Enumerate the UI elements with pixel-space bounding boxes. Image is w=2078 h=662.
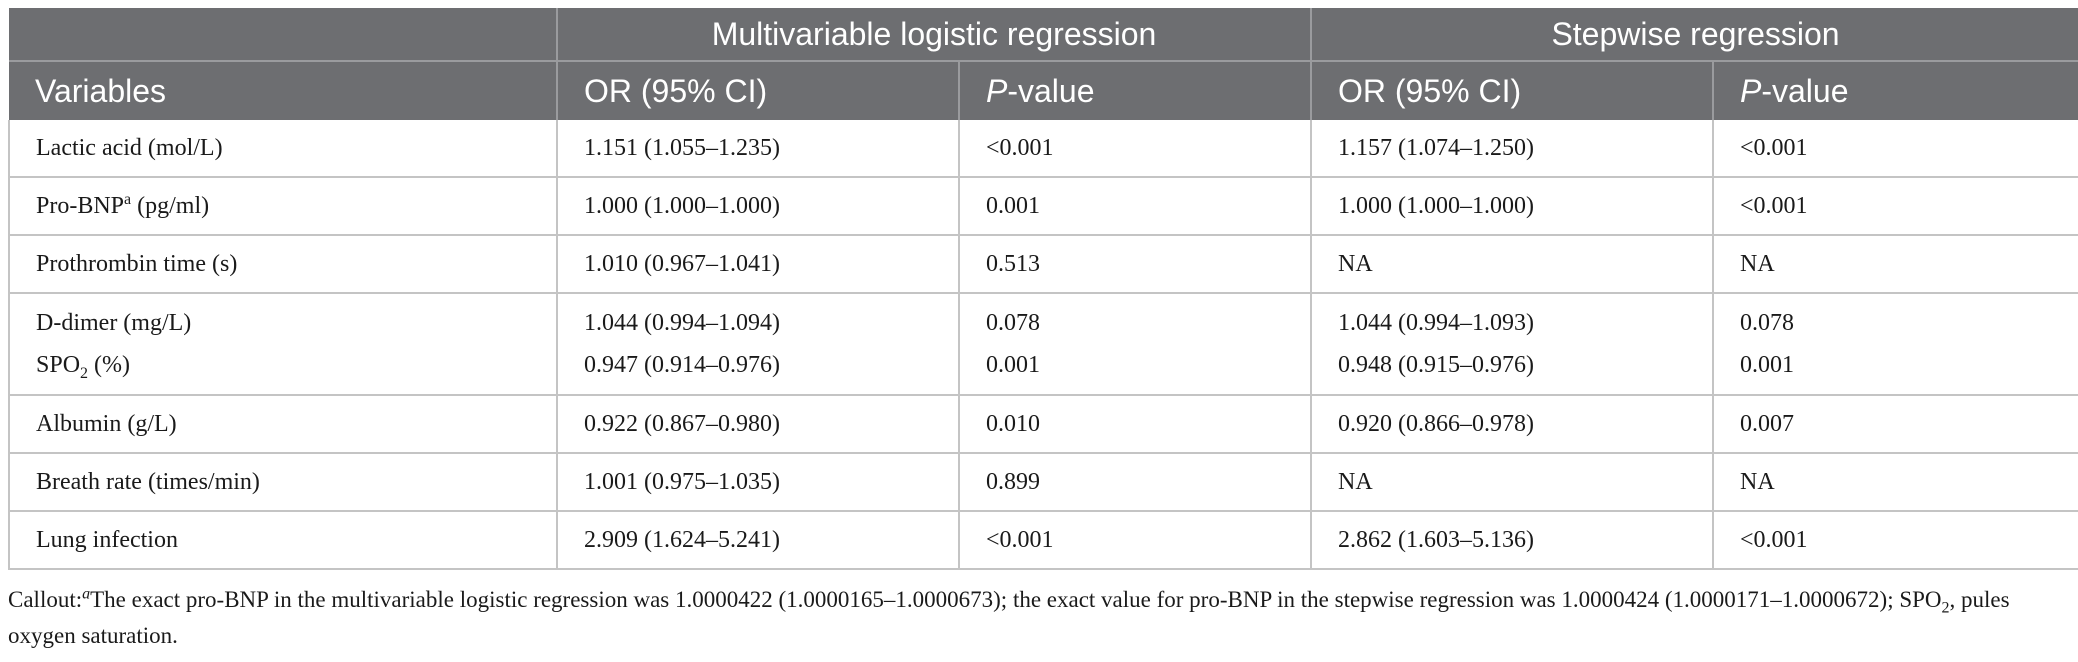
variable-cell: Pro-BNPa (pg/ml) (8, 177, 557, 236)
header-multivariable: Multivariable logistic regression (556, 8, 1311, 62)
m-p-cell: 0.001 (958, 177, 1311, 236)
variable-cell: Lung infection (8, 511, 557, 570)
header-empty-cell (9, 8, 557, 62)
s-or-cell: 1.000 (1.000–1.000) (1310, 177, 1713, 236)
header-variables: Variables (9, 61, 557, 120)
m-p-cell: 0.513 (958, 235, 1311, 294)
m-or-cell: 1.000 (1.000–1.000) (556, 177, 959, 236)
table-row: Prothrombin time (s) 1.010 (0.967–1.041)… (8, 235, 2078, 294)
s-p-cell: NA (1711, 453, 2078, 512)
m-p-cell: 0.078 0.001 (958, 293, 1311, 396)
s-p-cell: 0.007 (1711, 395, 2078, 454)
s-p-cell: <0.001 (1711, 511, 2078, 570)
s-or-cell: 1.157 (1.074–1.250) (1310, 120, 1713, 178)
variable-cell: Lactic acid (mol/L) (8, 120, 557, 178)
header-s-p: P-value (1711, 61, 2078, 120)
variable-cell: Breath rate (times/min) (8, 453, 557, 512)
variable-cell: Albumin (g/L) (8, 395, 557, 454)
s-or-cell: NA (1310, 235, 1713, 294)
header-m-p: P-value (958, 61, 1311, 120)
header-s-or: OR (95% CI) (1310, 61, 1713, 120)
s-or-cell: 0.920 (0.866–0.978) (1310, 395, 1713, 454)
table-row: Pro-BNPa (pg/ml) 1.000 (1.000–1.000) 0.0… (8, 177, 2078, 236)
table-row: Lactic acid (mol/L) 1.151 (1.055–1.235) … (8, 120, 2078, 178)
s-p-cell: <0.001 (1711, 120, 2078, 178)
m-p-cell: 0.010 (958, 395, 1311, 454)
header-column-row: Variables OR (95% CI) P-value OR (95% CI… (9, 61, 2078, 120)
variable-cell: D-dimer (mg/L) SPO2 (%) (8, 293, 557, 396)
m-p-cell: <0.001 (958, 120, 1311, 178)
m-or-cell: 0.922 (0.867–0.980) (556, 395, 959, 454)
m-p-cell: 0.899 (958, 453, 1311, 512)
table-row: Breath rate (times/min) 1.001 (0.975–1.0… (8, 453, 2078, 512)
variable-cell: Prothrombin time (s) (8, 235, 557, 294)
m-p-cell: <0.001 (958, 511, 1311, 570)
table-row: Albumin (g/L) 0.922 (0.867–0.980) 0.010 … (8, 395, 2078, 454)
header-group-row: Multivariable logistic regression Stepwi… (9, 8, 2078, 62)
table-row: D-dimer (mg/L) SPO2 (%) 1.044 (0.994–1.0… (8, 293, 2078, 396)
s-p-cell: NA (1711, 235, 2078, 294)
regression-table-container: Multivariable logistic regression Stepwi… (8, 8, 2078, 654)
s-p-cell: 0.078 0.001 (1711, 293, 2078, 396)
header-m-or: OR (95% CI) (556, 61, 959, 120)
m-or-cell: 1.151 (1.055–1.235) (556, 120, 959, 178)
m-or-cell: 1.010 (0.967–1.041) (556, 235, 959, 294)
m-or-cell: 1.001 (0.975–1.035) (556, 453, 959, 512)
regression-table: Multivariable logistic regression Stepwi… (8, 8, 2078, 570)
m-or-cell: 1.044 (0.994–1.094) 0.947 (0.914–0.976) (556, 293, 959, 396)
m-or-cell: 2.909 (1.624–5.241) (556, 511, 959, 570)
s-or-cell: NA (1310, 453, 1713, 512)
header-stepwise: Stepwise regression (1309, 8, 2078, 62)
s-or-cell: 2.862 (1.603–5.136) (1310, 511, 1713, 570)
s-p-cell: <0.001 (1711, 177, 2078, 236)
table-footnote: Callout:aThe exact pro-BNP in the multiv… (8, 585, 2010, 648)
s-or-cell: 1.044 (0.994–1.093) 0.948 (0.915–0.976) (1310, 293, 1713, 396)
table-row: Lung infection 2.909 (1.624–5.241) <0.00… (8, 511, 2078, 570)
